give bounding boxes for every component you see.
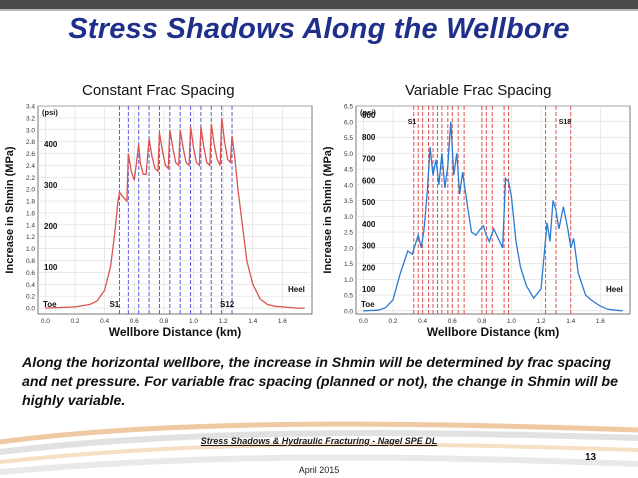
first-frac-label: S1 (408, 119, 417, 126)
y-tick-label: 5.0 (344, 151, 353, 158)
stress-curve (45, 117, 305, 309)
y-tick-label: 1.5 (344, 261, 353, 268)
psi-tick-label: 600 (362, 176, 376, 185)
y-tick-label: 0.8 (26, 258, 35, 265)
psi-tick-label: 100 (44, 263, 58, 272)
psi-tick-label: 200 (362, 263, 376, 272)
x-tick-label: 0.6 (448, 318, 457, 325)
psi-tick-label: 300 (362, 242, 376, 251)
y-tick-label: 2.0 (26, 187, 35, 194)
x-tick-label: 1.2 (219, 318, 228, 325)
psi-tick-label: 700 (362, 155, 376, 164)
psi-tick-label: 300 (44, 181, 58, 190)
y-tick-label: 3.2 (26, 115, 35, 122)
left-chart: 0.0 0.2 0.4 0.6 0.8 1.0 1.2 1.4 1.6 1.8 2.0 2.2 2.4 2… (4, 104, 313, 339)
x-tick-label: 0.6 (130, 318, 139, 325)
x-axis-title: Wellbore Distance (km) (109, 325, 241, 339)
heel-label: Heel (606, 285, 623, 294)
y-axis-title: Increase in Shmin (MPa) (322, 146, 334, 273)
psi-tick-label: 900 (362, 111, 376, 120)
x-tick-label: 1.2 (537, 318, 546, 325)
y-tick-label: 1.4 (26, 222, 35, 229)
y-tick-label: 1.0 (344, 277, 353, 284)
x-tick-label: 0.2 (71, 318, 80, 325)
psi-tick-label: 500 (362, 198, 376, 207)
y-tick-label: 2.5 (344, 230, 353, 237)
y-axis-title: Increase in Shmin (MPa) (4, 146, 16, 273)
y-tick-label: 2.8 (26, 139, 35, 146)
y-tick-label: 6.0 (344, 119, 353, 126)
y-tick-label: 0.0 (344, 308, 353, 315)
psi-tick-label: 200 (44, 222, 58, 231)
x-tick-label: 0.8 (159, 318, 168, 325)
x-tick-label: 0.0 (359, 318, 368, 325)
top-bar (0, 0, 638, 9)
psi-tick-label: 400 (362, 220, 376, 229)
y-tick-label: 3.4 (26, 104, 35, 111)
y-tick-label: 5.5 (344, 135, 353, 142)
y-tick-label: 0.4 (26, 282, 35, 289)
decorative-swooshes (0, 421, 638, 475)
y-tick-label: 2.4 (26, 163, 35, 170)
slide-title: Stress Shadows Along the Wellbore (68, 13, 570, 45)
x-tick-label: 1.6 (596, 318, 605, 325)
x-tick-label: 1.4 (248, 318, 257, 325)
y-tick-label: 0.6 (26, 270, 35, 277)
x-tick-label: 1.6 (278, 318, 287, 325)
top-bar-accent (0, 9, 638, 11)
last-frac-label: S18 (559, 119, 572, 126)
y-tick-label: 3.0 (26, 127, 35, 134)
toe-label: Toe (43, 300, 57, 309)
page-number: 13 (585, 452, 597, 463)
y-tick-label: 2.0 (344, 245, 353, 252)
psi-tick-label: 400 (44, 140, 58, 149)
y-tick-label: 2.2 (26, 175, 35, 182)
y-tick-label: 4.5 (344, 167, 353, 174)
stress-curve (363, 121, 623, 312)
y-tick-label: 1.6 (26, 210, 35, 217)
x-tick-label: 0.0 (41, 318, 50, 325)
x-tick-label: 0.4 (418, 318, 427, 325)
y-tick-label: 0.5 (344, 293, 353, 300)
x-tick-label: 1.0 (189, 318, 198, 325)
slide-date: April 2015 (298, 465, 340, 475)
left-chart-title: Constant Frac Spacing (82, 82, 235, 99)
x-axis-title: Wellbore Distance (km) (427, 325, 559, 339)
y-tick-label: 6.5 (344, 104, 353, 111)
y-tick-label: 1.2 (26, 234, 35, 241)
slide-caption: Along the horizontal wellbore, the incre… (22, 355, 618, 409)
x-tick-label: 0.8 (477, 318, 486, 325)
x-tick-label: 0.4 (100, 318, 109, 325)
psi-unit-label: (psi) (42, 108, 58, 117)
psi-tick-label: 800 (362, 133, 376, 142)
y-tick-label: 1.8 (26, 199, 35, 206)
y-tick-label: 1.0 (26, 246, 35, 253)
first-frac-label: S1 (109, 300, 119, 309)
toe-label: Toe (361, 300, 375, 309)
footer-reference: Stress Shadows & Hydraulic Fracturing - … (200, 436, 438, 446)
y-tick-label: 0.2 (26, 294, 35, 301)
x-tick-label: 0.2 (389, 318, 398, 325)
y-tick-label: 0.0 (26, 306, 35, 313)
x-tick-label: 1.0 (507, 318, 516, 325)
heel-label: Heel (288, 285, 305, 294)
right-chart-title: Variable Frac Spacing (405, 82, 552, 99)
right-chart: 0.0 0.5 1.0 1.5 2.0 2.5 3.0 3.5 4.0 4.5 5.0 5.5 6.0 6… (322, 104, 631, 339)
psi-unit-label: (psi) (360, 108, 376, 117)
plot-frame (37, 105, 313, 315)
y-tick-label: 4.0 (344, 182, 353, 189)
y-tick-label: 3.0 (344, 214, 353, 221)
x-tick-label: 1.4 (566, 318, 575, 325)
psi-tick-label: 100 (362, 285, 376, 294)
y-tick-label: 2.6 (26, 151, 35, 158)
y-tick-label: 3.5 (344, 198, 353, 205)
last-frac-label: S12 (220, 300, 235, 309)
